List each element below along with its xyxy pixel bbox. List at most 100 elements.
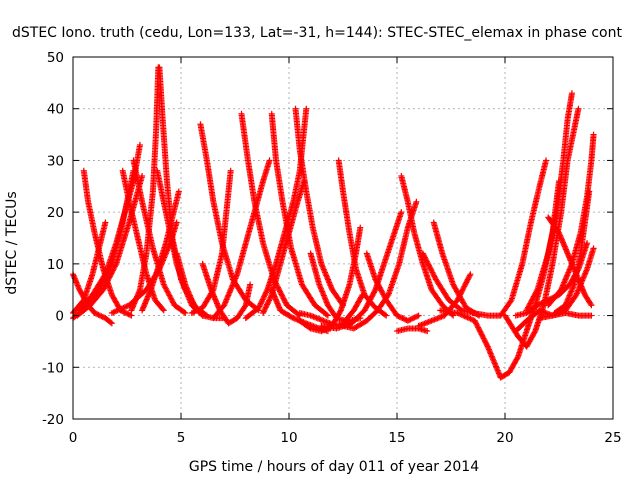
data-point-marker xyxy=(102,282,109,289)
data-series xyxy=(188,167,234,316)
x-tick-label: 20 xyxy=(496,430,513,446)
data-point-marker xyxy=(282,299,289,306)
data-point-marker xyxy=(106,274,113,281)
data-point-marker xyxy=(266,297,273,304)
data-series xyxy=(318,209,405,332)
data-series xyxy=(292,105,346,309)
data-point-marker xyxy=(478,331,485,338)
data-point-marker xyxy=(159,306,166,313)
chart-title: dSTEC Iono. truth (cedu, Lon=133, Lat=-3… xyxy=(12,25,622,41)
data-point-marker xyxy=(110,266,117,273)
data-point-marker xyxy=(465,275,472,282)
data-point-marker xyxy=(398,209,405,216)
data-point-marker xyxy=(261,293,268,300)
data-point-marker xyxy=(182,309,189,316)
x-tick-label: 0 xyxy=(69,430,78,446)
data-point-marker xyxy=(477,328,484,335)
data-point-marker xyxy=(407,316,414,323)
y-tick-label: 20 xyxy=(47,205,64,221)
data-point-marker xyxy=(98,313,105,320)
data-point-marker xyxy=(422,255,429,262)
data-point-marker xyxy=(466,272,473,279)
data-point-marker xyxy=(281,296,288,303)
data-point-marker xyxy=(262,305,269,312)
data-point-marker xyxy=(160,307,167,314)
data-point-marker xyxy=(279,292,286,299)
data-point-marker xyxy=(263,288,270,295)
data-point-marker xyxy=(105,277,112,284)
data-point-marker xyxy=(474,323,481,330)
data-point-marker xyxy=(415,312,422,319)
data-point-marker xyxy=(371,288,378,295)
y-tick-label: -10 xyxy=(42,360,64,376)
data-point-marker xyxy=(103,279,110,286)
data-point-marker xyxy=(396,313,403,320)
data-point-marker xyxy=(100,285,107,292)
data-point-marker xyxy=(462,280,469,287)
x-tick-label: 10 xyxy=(280,430,297,446)
data-point-marker xyxy=(111,264,118,271)
data-point-marker xyxy=(258,299,265,306)
data-point-marker xyxy=(111,263,118,270)
data-point-marker xyxy=(91,309,98,316)
data-point-marker xyxy=(262,304,269,311)
data-point-marker xyxy=(260,308,267,315)
y-tick-label: 50 xyxy=(47,50,64,66)
data-point-marker xyxy=(101,283,108,290)
data-point-marker xyxy=(280,295,287,302)
data-point-marker xyxy=(256,303,263,310)
data-point-marker xyxy=(102,281,109,288)
data-point-marker xyxy=(514,355,521,362)
data-point-marker xyxy=(464,276,471,283)
data-point-marker xyxy=(257,302,264,309)
data-point-marker xyxy=(427,265,434,272)
data-point-marker xyxy=(227,167,234,174)
data-point-marker xyxy=(383,312,390,319)
data-point-marker xyxy=(412,313,419,320)
data-point-marker xyxy=(420,251,427,258)
x-tick-label: 5 xyxy=(177,430,186,446)
data-point-marker xyxy=(479,334,486,341)
data-point-marker xyxy=(260,309,267,316)
data-point-marker xyxy=(264,300,271,307)
data-point-marker xyxy=(126,311,133,318)
x-tick-label: 15 xyxy=(388,430,405,446)
data-point-marker xyxy=(263,289,270,296)
data-point-marker xyxy=(124,310,131,317)
data-point-marker xyxy=(590,245,597,252)
data-point-marker xyxy=(424,258,431,265)
data-point-marker xyxy=(477,329,484,336)
x-tick-label: 25 xyxy=(604,430,621,446)
data-point-marker xyxy=(429,269,436,276)
data-point-marker xyxy=(139,172,146,179)
data-point-marker xyxy=(475,324,482,331)
data-point-marker xyxy=(473,321,480,328)
data-point-marker xyxy=(306,324,313,331)
data-point-marker xyxy=(481,336,488,343)
data-point-marker xyxy=(303,105,310,112)
data-point-marker xyxy=(413,198,420,205)
data-series xyxy=(210,157,273,322)
data-point-marker xyxy=(455,294,462,301)
data-point-marker xyxy=(480,335,487,342)
data-series xyxy=(70,219,109,316)
data-point-marker xyxy=(109,267,116,274)
data-point-marker xyxy=(107,273,114,280)
data-point-marker xyxy=(454,297,461,304)
data-point-marker xyxy=(318,328,325,335)
data-point-marker xyxy=(426,262,433,269)
y-axis-label: dSTEC / TECUs xyxy=(4,191,20,294)
data-series xyxy=(238,110,303,319)
data-point-marker xyxy=(358,293,365,300)
data-point-marker xyxy=(471,317,478,324)
data-point-marker xyxy=(481,338,488,345)
data-point-marker xyxy=(281,298,288,305)
data-point-marker xyxy=(175,188,182,195)
data-point-marker xyxy=(479,332,486,339)
data-point-marker xyxy=(395,313,402,320)
data-point-marker xyxy=(428,268,435,275)
data-point-marker xyxy=(136,141,143,148)
data-point-marker xyxy=(323,311,330,318)
data-point-marker xyxy=(107,319,114,326)
